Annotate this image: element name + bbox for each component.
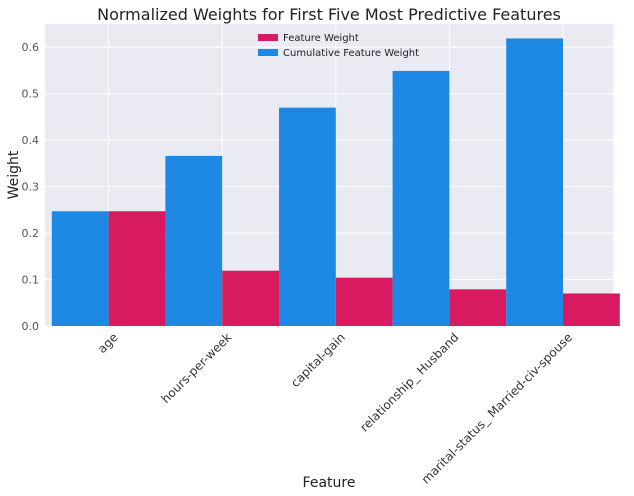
y-axis-title: Weight xyxy=(6,150,22,199)
bar-cumulative-weight xyxy=(506,38,564,326)
x-axis-ticks: age hours-per-week capital-gain relationshi… xyxy=(95,330,575,486)
bar-feature-weight xyxy=(108,211,166,326)
y-tick-label: 0.1 xyxy=(22,274,40,287)
y-tick-label: 0.4 xyxy=(22,134,40,147)
bar-cumulative-weight xyxy=(392,70,450,327)
bar-feature-weight xyxy=(563,293,620,326)
x-tick-label: hours-per-week xyxy=(159,330,235,406)
x-axis-title: Feature xyxy=(303,475,356,491)
chart-title: Normalized Weights for First Five Most P… xyxy=(97,5,561,24)
bar-cumulative-weight xyxy=(51,211,109,326)
legend: Feature Weight Cumulative Feature Weight xyxy=(258,33,419,59)
legend-swatch-cumulative-weight xyxy=(258,49,278,56)
bar-feature-weight xyxy=(222,270,280,326)
bar-feature-weight xyxy=(335,277,393,326)
bars xyxy=(51,38,620,327)
legend-label-cumulative-weight: Cumulative Feature Weight xyxy=(283,48,419,59)
y-axis-ticks: 0.0 0.1 0.2 0.3 0.4 0.5 0.6 xyxy=(22,41,40,333)
y-tick-label: 0.3 xyxy=(22,181,40,194)
legend-swatch-feature-weight xyxy=(258,34,278,41)
x-tick-label: relationship_ Husband xyxy=(357,330,461,434)
bar-cumulative-weight xyxy=(279,107,336,326)
y-tick-label: 0.0 xyxy=(22,320,40,333)
bar-feature-weight xyxy=(449,289,507,326)
y-tick-label: 0.5 xyxy=(22,88,40,101)
x-tick-label: age xyxy=(95,330,121,356)
y-tick-label: 0.2 xyxy=(22,227,40,240)
legend-label-feature-weight: Feature Weight xyxy=(283,33,359,44)
bar-cumulative-weight xyxy=(165,155,223,326)
y-tick-label: 0.6 xyxy=(22,41,40,54)
x-tick-label: capital-gain xyxy=(288,330,348,390)
